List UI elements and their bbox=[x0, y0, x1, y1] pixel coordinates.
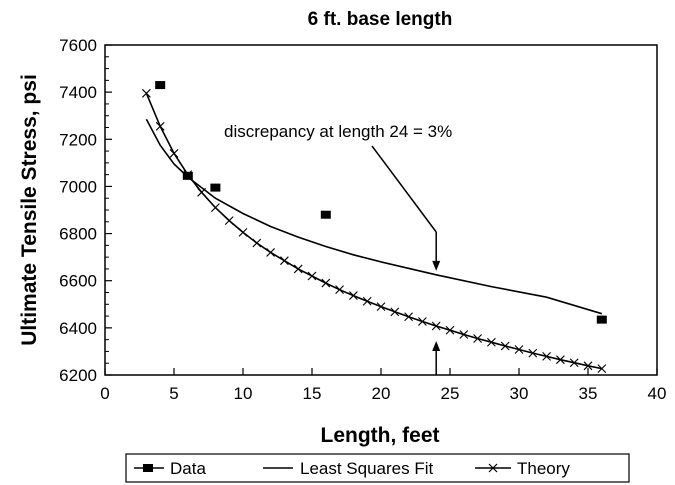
legend-label: Data bbox=[170, 459, 206, 478]
y-tick-label: 6800 bbox=[59, 225, 97, 244]
theory-point bbox=[431, 321, 441, 331]
theory-point bbox=[459, 330, 469, 339]
theory-point bbox=[362, 296, 372, 306]
y-tick-label: 6200 bbox=[59, 366, 97, 385]
theory-point bbox=[542, 351, 551, 361]
data-point bbox=[210, 183, 221, 192]
theory-point bbox=[252, 238, 262, 248]
y-tick-label: 6400 bbox=[59, 319, 97, 338]
legend-swatch-marker bbox=[488, 463, 498, 473]
x-tick-label: 40 bbox=[648, 384, 667, 403]
plot-area bbox=[104, 44, 658, 376]
y-tick-label: 6600 bbox=[59, 272, 97, 291]
legend-label: Least Squares Fit bbox=[300, 459, 434, 478]
data-point bbox=[320, 210, 331, 219]
theory-point bbox=[335, 285, 344, 295]
theory-point bbox=[238, 228, 248, 237]
y-tick-label: 7400 bbox=[59, 83, 97, 102]
theory-point bbox=[418, 317, 427, 326]
x-tick-label: 5 bbox=[169, 384, 178, 403]
theory-point bbox=[514, 345, 524, 354]
x-tick-label: 10 bbox=[234, 384, 253, 403]
x-axis: 0 5 10 15 20 25 30 35 40 bbox=[100, 368, 666, 403]
theory-point bbox=[569, 358, 579, 368]
annotation-arrowhead-down bbox=[432, 260, 441, 271]
data-point bbox=[596, 315, 607, 324]
data-point bbox=[155, 81, 166, 90]
theory-point bbox=[349, 291, 358, 300]
legend-label: Theory bbox=[517, 459, 570, 478]
annotation-arrowhead-up bbox=[432, 340, 441, 351]
legend-swatch-marker bbox=[143, 464, 153, 472]
x-tick-label: 0 bbox=[100, 384, 109, 403]
y-tick-label: 7200 bbox=[59, 130, 97, 149]
y-axis-label: Ultimate Tensile Stress, psi bbox=[18, 74, 41, 346]
theory-point bbox=[266, 248, 275, 257]
theory-point bbox=[597, 364, 607, 374]
x-tick-label: 35 bbox=[579, 384, 598, 403]
theory-point bbox=[487, 337, 496, 347]
theory-point bbox=[445, 325, 455, 335]
annotation-layer: discrepancy at length 24 = 3% bbox=[224, 122, 452, 375]
theory-point bbox=[583, 361, 593, 371]
discrepancy-annotation: discrepancy at length 24 = 3% bbox=[224, 122, 452, 141]
x-axis-label: Length, feet bbox=[321, 424, 440, 447]
y-tick-label: 7000 bbox=[59, 177, 97, 196]
annotation-leader-line bbox=[371, 145, 437, 233]
y-axis: 6200 6400 6600 6800 7000 7200 7400 7600 bbox=[59, 36, 112, 385]
theory-point bbox=[376, 302, 386, 312]
least-squares-fit-line bbox=[145, 118, 603, 315]
chart-title: 6 ft. base length bbox=[308, 9, 453, 30]
y-tick-label: 7600 bbox=[59, 36, 97, 55]
x-tick-label: 20 bbox=[372, 384, 391, 403]
x-tick-label: 15 bbox=[303, 384, 322, 403]
x-tick-label: 30 bbox=[510, 384, 529, 403]
theory-point bbox=[528, 348, 538, 358]
theory-point bbox=[473, 334, 482, 343]
theory-point bbox=[293, 264, 303, 274]
theory-point bbox=[169, 149, 179, 158]
theory-point bbox=[390, 307, 400, 317]
legend-box bbox=[125, 453, 630, 483]
series-layer bbox=[142, 81, 607, 374]
theory-point bbox=[155, 121, 165, 131]
theory-point bbox=[556, 355, 565, 365]
theory-point bbox=[197, 187, 206, 197]
theory-point bbox=[280, 256, 289, 266]
theory-point bbox=[404, 312, 413, 322]
x-tick-label: 25 bbox=[441, 384, 460, 403]
theory-point bbox=[224, 216, 234, 225]
theory-point bbox=[142, 88, 151, 98]
theory-point bbox=[307, 271, 317, 281]
theory-line bbox=[145, 92, 602, 370]
theory-point bbox=[321, 278, 331, 288]
theory-point bbox=[183, 170, 193, 180]
legend: Data Least Squares Fit Theory bbox=[125, 453, 630, 483]
theory-point bbox=[500, 341, 510, 351]
theory-point bbox=[211, 203, 220, 213]
